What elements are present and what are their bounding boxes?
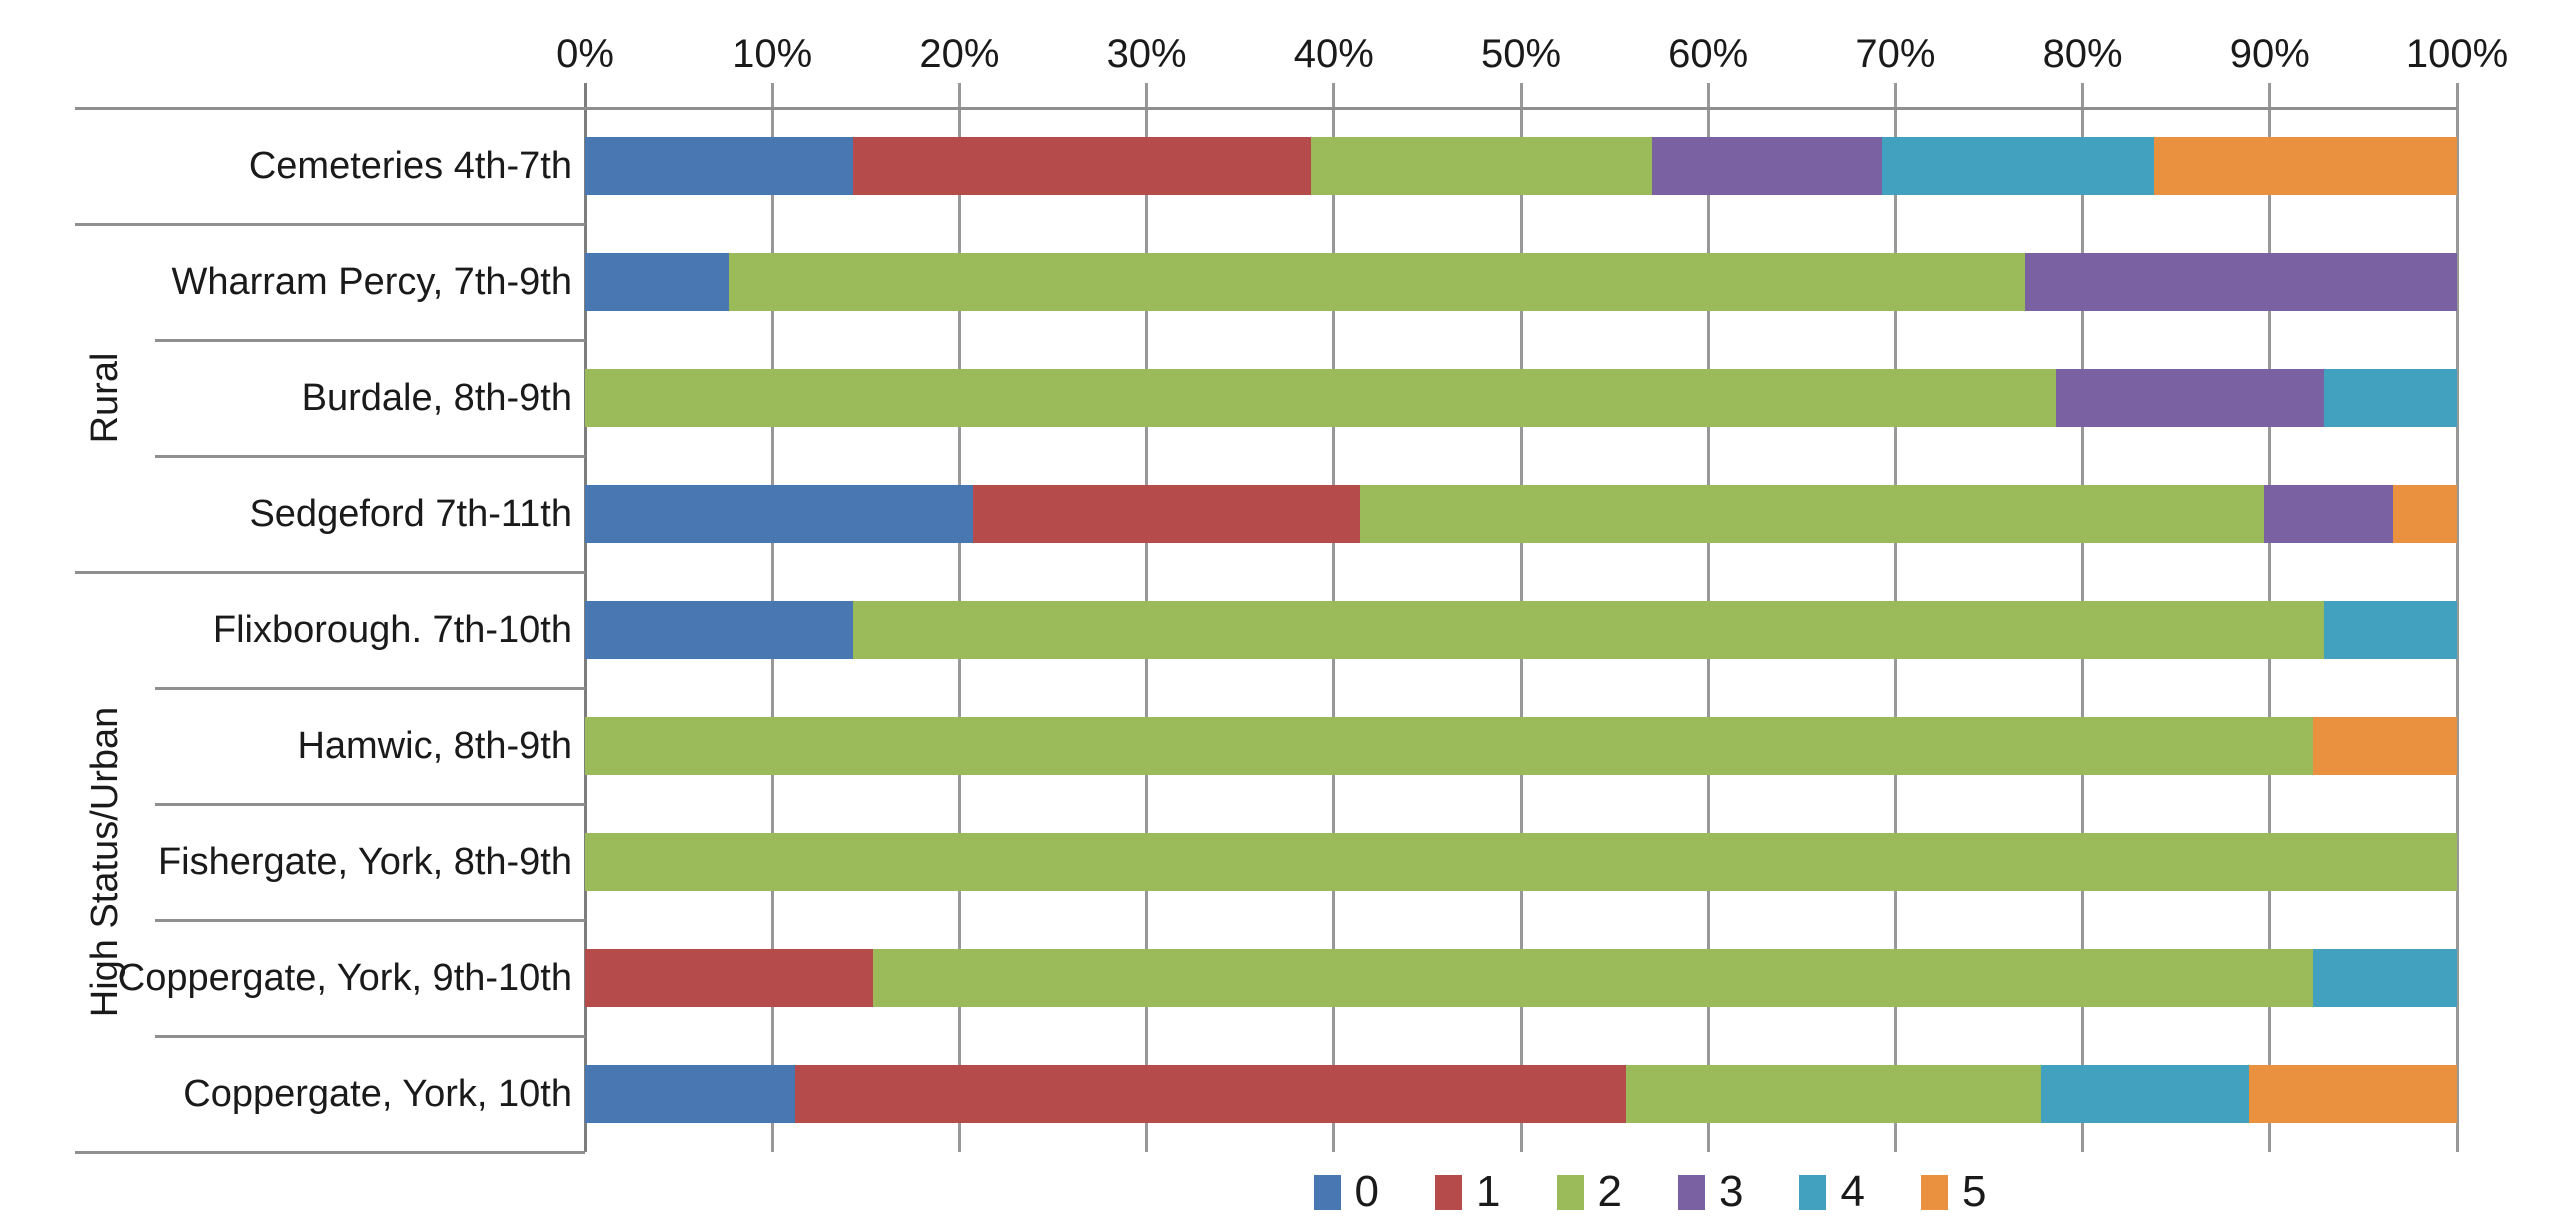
category-label: Fishergate, York, 8th-9th (157, 840, 572, 883)
x-tick-label: 0% (556, 32, 614, 76)
bar-segment-series-3 (2264, 485, 2394, 543)
category-label: Coppergate, York, 10th (183, 1072, 572, 1115)
bar-segment-series-2 (585, 717, 2313, 775)
bar-segment-series-2 (585, 833, 2457, 891)
bar-segment-series-1 (852, 137, 1312, 195)
bar-segment-series-5 (2393, 485, 2457, 543)
x-tick-label: 90% (2229, 32, 2310, 76)
bar-segment-series-4 (2324, 369, 2457, 427)
x-tick-label: 60% (1668, 32, 1749, 76)
row-separator (155, 802, 585, 806)
group-separator (75, 570, 585, 574)
group-separator (75, 222, 585, 226)
bar-segment-series-0 (585, 253, 730, 311)
bar-segment-series-1 (585, 949, 874, 1007)
bar-segment-series-2 (1625, 1065, 2042, 1123)
category-axis: Cemeteries 4th-7th Wharram Percy, 7th-9th… (0, 0, 600, 1232)
legend-swatch-0 (1313, 1174, 1341, 1210)
legend-item: 1 (1435, 1167, 1501, 1216)
category-label: Cemeteries 4th-7th (248, 144, 572, 187)
legend-label: 2 (1597, 1167, 1622, 1216)
bar-segment-series-0 (585, 1065, 795, 1123)
bar-segment-series-4 (1882, 137, 2154, 195)
bar-segment-series-4 (2324, 601, 2457, 659)
bar-segment-series-2 (1311, 137, 1653, 195)
legend-label: 3 (1719, 1167, 1744, 1216)
bar-segment-series-5 (2312, 717, 2457, 775)
legend-item: 5 (1920, 1167, 1987, 1216)
legend-label: 5 (1961, 1167, 1987, 1216)
bar-segment-series-5 (2249, 1065, 2457, 1123)
row-separator (155, 338, 585, 342)
group-label-high-status-urban: High Status/Urban (83, 706, 126, 1018)
bar-segment-series-2 (1360, 485, 2265, 543)
legend-swatch-3 (1678, 1174, 1705, 1210)
category-label: Flixborough. 7th-10th (212, 608, 572, 651)
legend-item: 3 (1678, 1170, 1743, 1214)
x-tick-label: 100% (2405, 32, 2509, 76)
bar-segment-series-2 (585, 369, 2057, 427)
x-tick-label: 50% (1480, 32, 1562, 76)
category-label: Hamwic, 8th-9th (297, 724, 572, 767)
legend-label: 4 (1840, 1167, 1865, 1216)
bar-segment-series-2 (729, 253, 2025, 311)
legend-swatch-4 (1799, 1174, 1827, 1210)
plot-top-border (75, 106, 2457, 110)
plot-bottom-border (75, 1150, 585, 1154)
x-tick-label: 40% (1293, 32, 1374, 76)
legend-swatch-5 (1920, 1174, 1948, 1210)
bar-segment-series-4 (2312, 949, 2457, 1007)
bar-segment-series-0 (585, 601, 853, 659)
bar-segment-series-0 (585, 485, 973, 543)
x-tick-label: 70% (1855, 32, 1936, 76)
x-tick-label: 80% (2042, 32, 2123, 76)
category-label: Sedgeford 7th-11th (249, 492, 572, 535)
legend-label: 1 (1476, 1167, 1501, 1216)
legend-item: 4 (1799, 1167, 1865, 1216)
category-label: Wharram Percy, 7th-9th (171, 260, 572, 303)
bar-segment-series-4 (2041, 1065, 2250, 1123)
legend: 0 1 2 3 4 5 (1100, 1160, 2200, 1224)
legend-item: 0 (1313, 1167, 1380, 1216)
bar-segment-series-0 (585, 137, 853, 195)
bar-segment-series-1 (794, 1065, 1626, 1123)
legend-swatch-2 (1556, 1174, 1584, 1210)
bar-segment-series-3 (2024, 253, 2457, 311)
row-separator (155, 918, 585, 922)
x-tick-label: 10% (732, 32, 813, 76)
x-tick-label: 30% (1106, 32, 1187, 76)
row-separator (155, 454, 585, 458)
bar-segment-series-5 (2153, 137, 2457, 195)
category-label: Coppergate, York, 9th-10th (117, 956, 572, 999)
bar-segment-series-2 (852, 601, 2325, 659)
legend-swatch-1 (1435, 1174, 1463, 1210)
bar-segment-series-2 (873, 949, 2313, 1007)
x-tick-label: 20% (919, 32, 1000, 76)
bar-segment-series-3 (2056, 369, 2325, 427)
legend-item: 2 (1556, 1167, 1622, 1216)
bar-segment-series-3 (1652, 137, 1883, 195)
legend-label: 0 (1354, 1167, 1380, 1216)
row-separator (155, 1034, 585, 1038)
category-label: Burdale, 8th-9th (301, 376, 572, 419)
x-axis: 0% 10% 20% 30% 40% 50% 60% 70% 80% 90% 100% (0, 0, 2560, 108)
row-separator (155, 686, 585, 690)
gridline (2455, 83, 2459, 1152)
bar-segment-series-1 (972, 485, 1360, 543)
